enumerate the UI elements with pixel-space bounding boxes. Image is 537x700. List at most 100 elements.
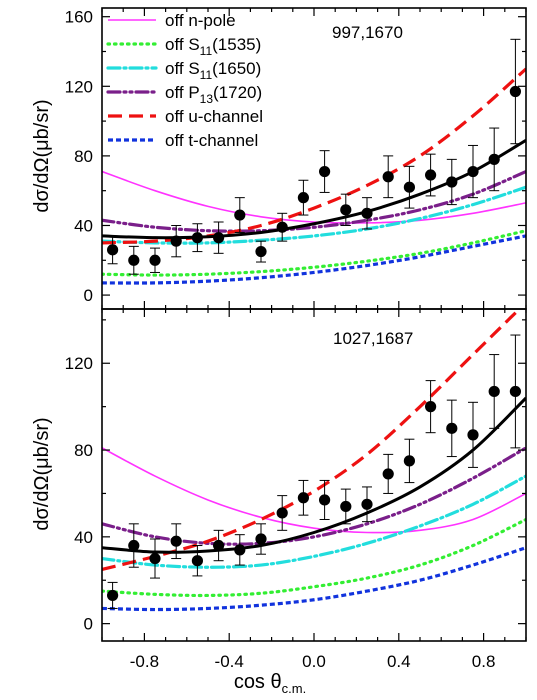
bottom-x-tick-label: 0.8 — [472, 652, 496, 671]
bottom-data-point — [446, 422, 458, 434]
top-data-point — [107, 244, 119, 256]
bottom-curves — [102, 309, 526, 612]
legend-label-main: off S — [165, 59, 200, 78]
bottom-data-point — [509, 385, 521, 398]
top-data-point — [213, 232, 225, 244]
legend-label-main: off u-channel — [165, 107, 263, 126]
bottom-data-point — [107, 589, 119, 602]
top-ticks: 0 40 80 120 160 — [65, 8, 527, 309]
top-data-point — [361, 207, 373, 219]
bottom-data-point — [340, 500, 352, 513]
top-data-point — [446, 176, 458, 188]
legend-label: off P13(1720) — [165, 83, 262, 106]
legend-label-post: (1720) — [213, 83, 262, 102]
top-data-point — [340, 204, 352, 216]
legend-label: off u-channel — [165, 107, 263, 126]
top-curve-solid — [102, 170, 526, 224]
bottom-y-tick-label: 80 — [74, 441, 93, 460]
bottom-panel-label: 1027,1687 — [333, 329, 413, 348]
bottom-data-point — [467, 429, 479, 441]
legend-label: off S11(1650) — [165, 59, 261, 82]
bottom-data-point — [213, 539, 225, 552]
bottom-y-tick-label: 40 — [74, 528, 93, 547]
legend-label-sub: 11 — [200, 68, 213, 82]
bottom-x-tick-label: -0.4 — [215, 652, 244, 671]
top-y-axis-title: dσ/dΩ(μb/sr) — [31, 99, 53, 212]
legend-label: off n-pole — [165, 11, 236, 30]
bottom-data-point — [170, 535, 182, 547]
bottom-data-point — [403, 455, 415, 467]
top-data-point — [488, 153, 500, 165]
top-data-point — [191, 232, 203, 244]
bottom-curve-dash — [102, 309, 522, 571]
top-data-point — [403, 181, 415, 193]
bottom-y-tick-label: 120 — [65, 354, 93, 373]
top-data-point — [170, 235, 182, 247]
bottom-curve-dashdot — [102, 474, 526, 569]
top-data-point — [319, 165, 331, 178]
bottom-data-point — [382, 468, 394, 480]
top-curve-dashdotdot — [102, 169, 526, 233]
top-y-tick-label: 80 — [74, 147, 93, 166]
top-curve-dot — [102, 229, 526, 277]
legend-label-main: off P — [165, 83, 200, 102]
bottom-y-axis-title: dσ/dΩ(μb/sr) — [31, 417, 53, 530]
bottom-data-point — [297, 492, 309, 504]
bottom-data-point — [128, 539, 140, 552]
legend-label: off t-channel — [165, 131, 258, 150]
bottom-data-point — [276, 507, 288, 519]
bottom-ticks: 0 40 80 120 -0.8 -0.4 0.0 0.4 0.8 — [65, 309, 527, 671]
bottom-data-point — [234, 544, 246, 556]
top-curve-full — [102, 138, 526, 240]
top-data-point — [425, 169, 437, 181]
bottom-data-point — [255, 533, 267, 545]
top-data-point — [297, 192, 309, 204]
top-data-point — [276, 221, 288, 233]
bottom-y-tick-label: 0 — [84, 615, 93, 634]
legend-label-sub: 13 — [200, 92, 214, 106]
top-data-point — [234, 209, 246, 221]
top-data-points — [107, 38, 521, 275]
top-curve-shortdash — [102, 234, 526, 285]
x-axis-title: cos θc.m. — [234, 671, 306, 696]
top-panel-label: 997,1670 — [332, 23, 403, 42]
bottom-curve-full — [102, 396, 526, 554]
legend-label-main: off S — [165, 35, 200, 54]
legend-label: off S11(1535) — [165, 35, 261, 58]
bottom-curve-solid — [102, 447, 526, 534]
bottom-data-point — [149, 552, 161, 565]
bottom-panel: 0 40 80 120 -0.8 -0.4 0.0 0.4 0.8 1027,1687 dσ/d… — [31, 308, 527, 696]
top-data-point — [128, 254, 140, 266]
legend-label-main: off t-channel — [165, 131, 258, 150]
bottom-x-tick-label: 0.0 — [302, 652, 326, 671]
bottom-data-point — [425, 401, 437, 413]
bottom-data-point — [319, 494, 331, 506]
bottom-data-points — [107, 334, 521, 609]
bottom-data-point — [191, 555, 203, 567]
top-data-point — [149, 254, 161, 266]
top-y-tick-label: 0 — [84, 286, 93, 305]
top-y-tick-label: 40 — [74, 216, 93, 235]
bottom-curve-dashdotdot — [102, 446, 526, 546]
bottom-x-tick-label: -0.8 — [130, 652, 159, 671]
bottom-x-tick-label: 0.4 — [387, 652, 411, 671]
top-curve-dashdot — [102, 185, 526, 245]
x-axis-title-sub: c.m. — [282, 681, 307, 696]
legend-label-post: (1535) — [212, 35, 261, 54]
top-y-tick-label: 120 — [65, 77, 93, 96]
legend-label-main: off n-pole — [165, 11, 236, 30]
top-data-point — [382, 171, 394, 183]
top-data-point — [509, 85, 521, 98]
top-data-point — [467, 165, 479, 178]
bottom-data-point — [488, 385, 500, 398]
legend-label-sub: 11 — [200, 44, 213, 58]
legend-label-post: (1650) — [212, 59, 261, 78]
top-y-tick-label: 160 — [65, 8, 93, 27]
top-data-point — [255, 245, 267, 258]
bottom-plot-frame — [101, 308, 527, 642]
bottom-data-point — [361, 498, 373, 510]
x-axis-title-main: cos θ — [234, 671, 282, 693]
